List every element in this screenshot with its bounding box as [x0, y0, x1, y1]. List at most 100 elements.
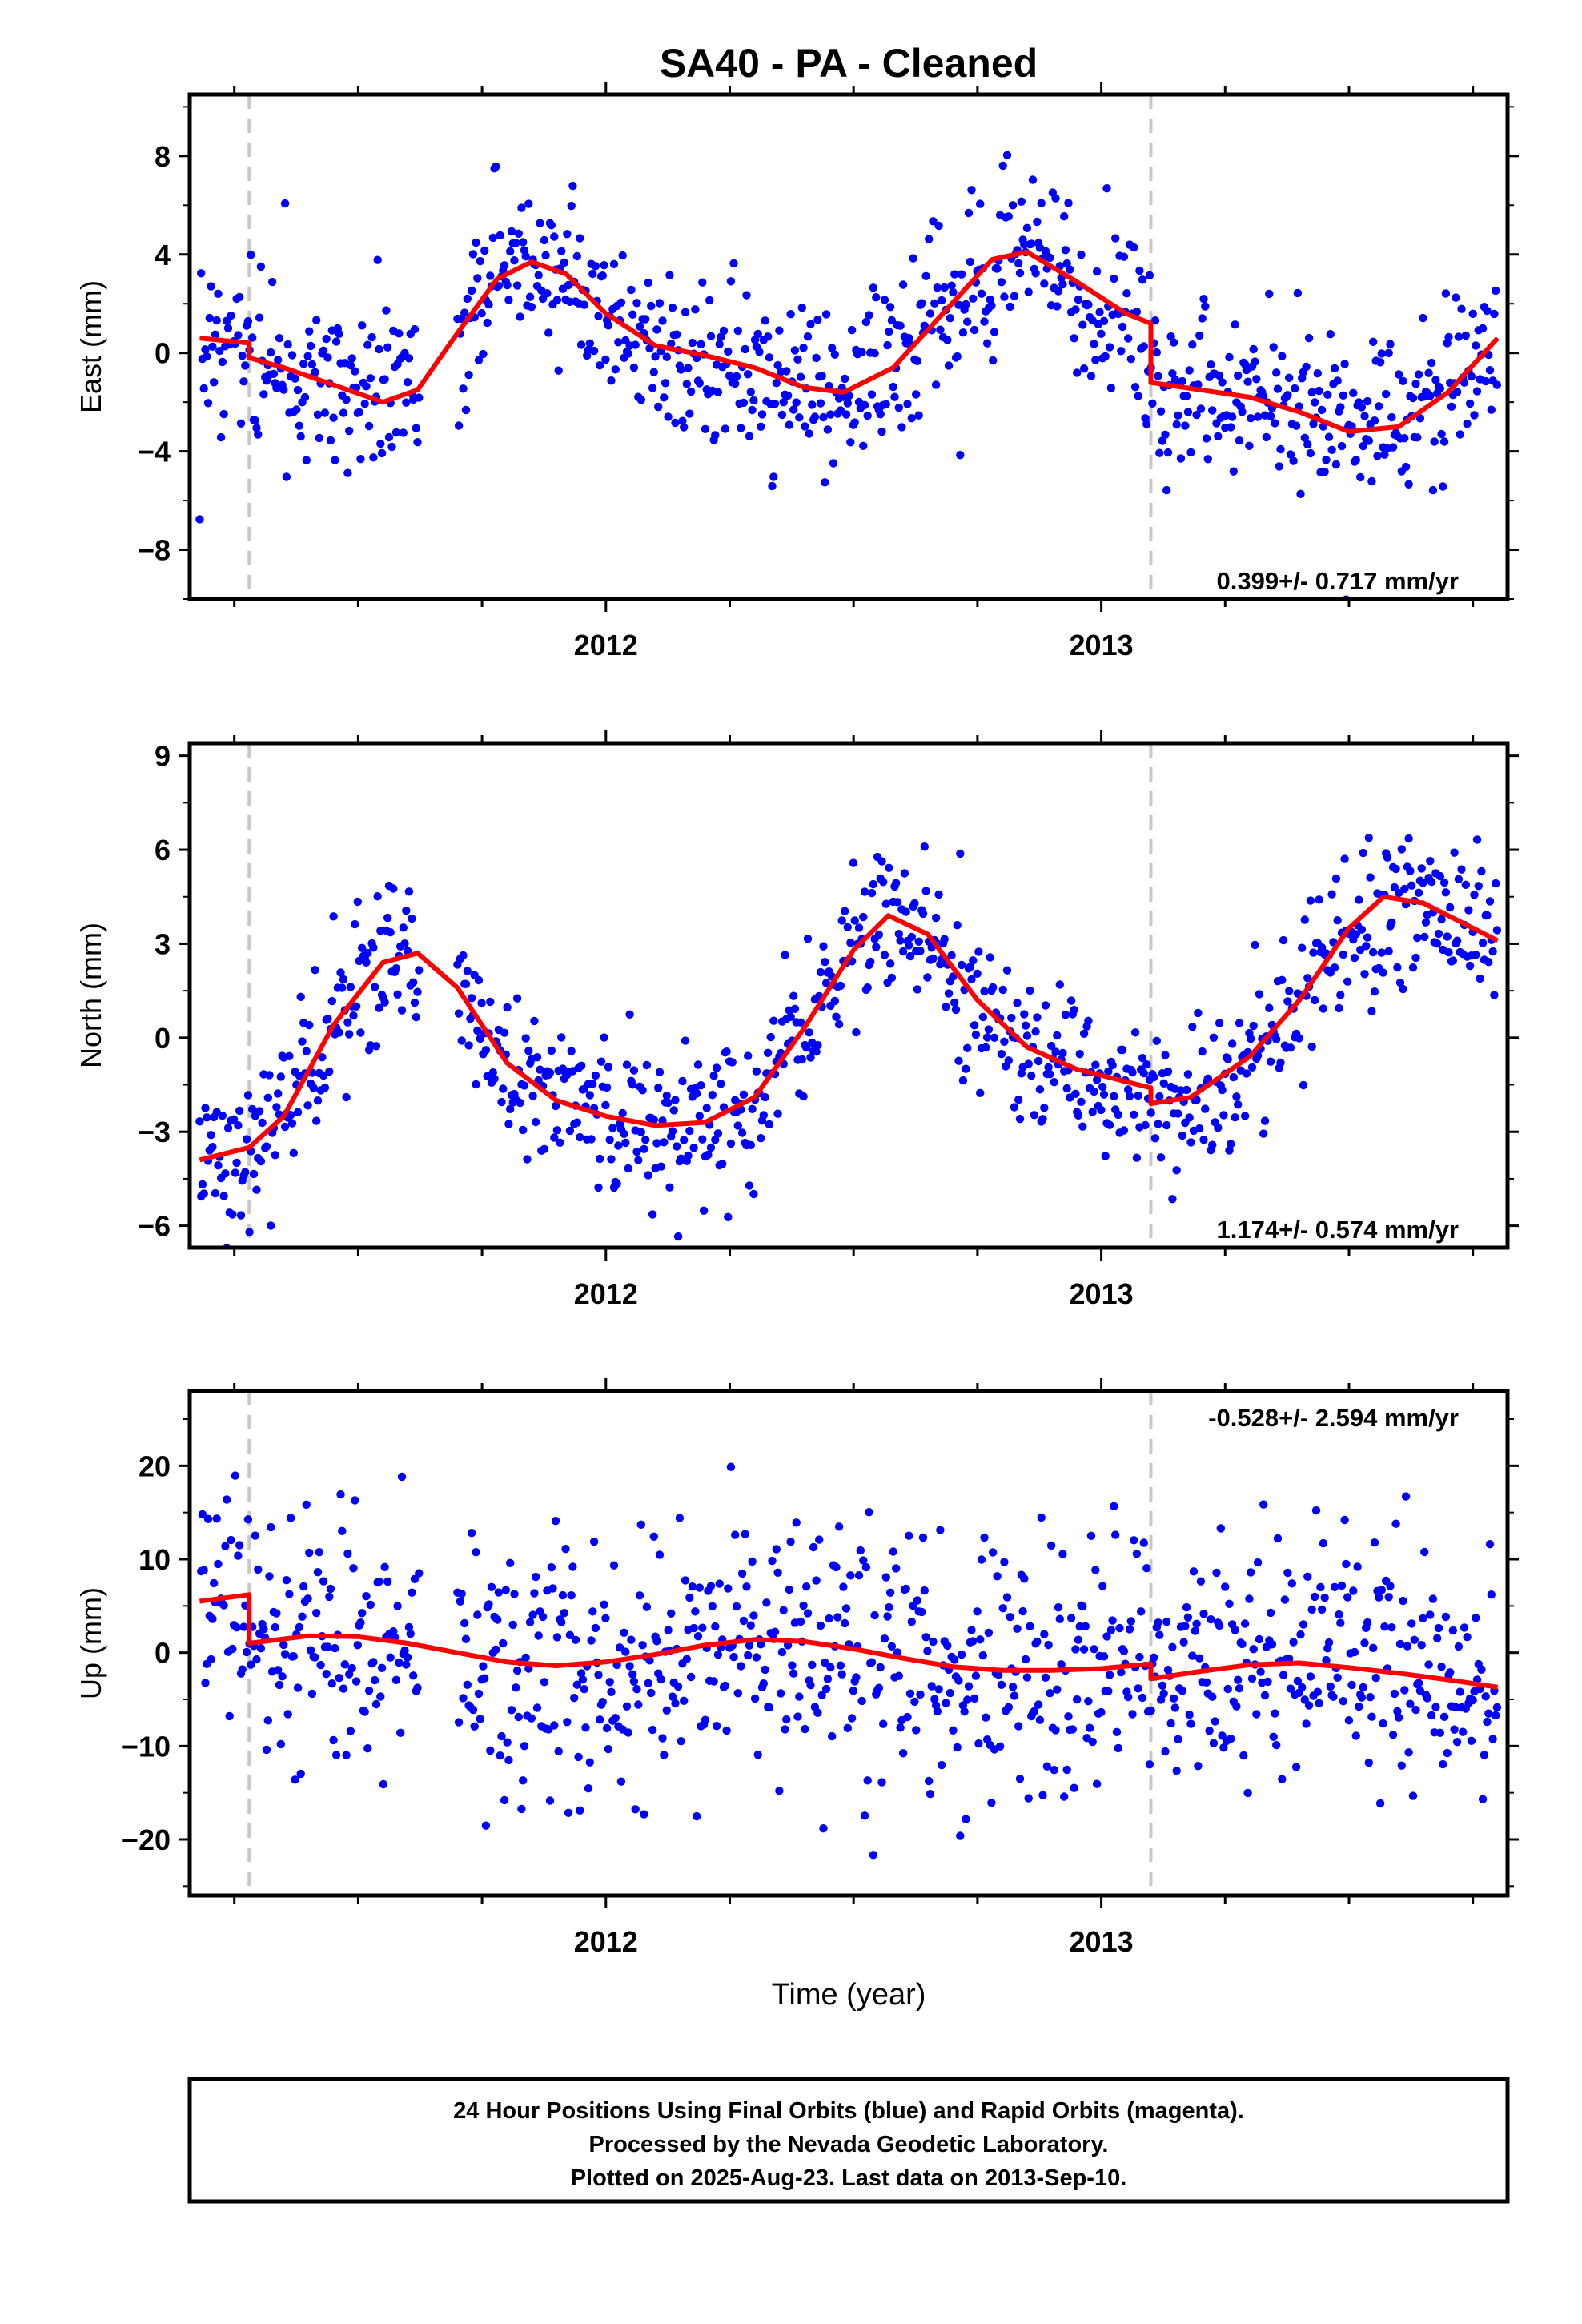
data-point: [1235, 1684, 1244, 1693]
data-point: [306, 1646, 315, 1655]
data-point: [375, 1577, 383, 1586]
data-point: [830, 996, 840, 1006]
data-point: [1285, 373, 1294, 382]
data-point: [655, 1068, 665, 1076]
data-point: [1223, 1684, 1232, 1694]
data-point: [697, 1081, 705, 1090]
data-point: [1124, 1692, 1133, 1702]
data-point: [1357, 1693, 1367, 1702]
data-point: [638, 1086, 647, 1095]
data-point: [1439, 1759, 1447, 1769]
data-point: [1202, 434, 1211, 443]
data-point: [819, 1824, 828, 1833]
data-point: [894, 930, 904, 939]
data-point: [1124, 1085, 1133, 1094]
data-point: [1126, 1617, 1136, 1626]
data-point: [486, 271, 495, 280]
data-point: [415, 1569, 424, 1578]
data-point: [1395, 1639, 1405, 1649]
data-point: [1138, 1054, 1147, 1063]
data-point: [1333, 1673, 1342, 1682]
data-point: [986, 953, 994, 962]
data-point: [821, 979, 831, 987]
data-point: [757, 410, 767, 419]
data-point: [1078, 320, 1087, 329]
data-point: [1487, 405, 1496, 414]
data-point: [834, 1522, 844, 1531]
data-point: [483, 318, 492, 328]
y-tick-label: 8: [155, 140, 171, 173]
data-point: [866, 957, 875, 967]
data-point: [1035, 1085, 1045, 1094]
data-point: [805, 429, 813, 438]
data-point: [1437, 429, 1446, 439]
data-point: [898, 280, 908, 289]
data-point: [1234, 1675, 1243, 1684]
data-point: [1044, 1063, 1053, 1072]
data-point: [664, 1626, 673, 1634]
data-point: [1407, 881, 1416, 890]
x-tick-label: 2013: [1070, 1925, 1134, 1958]
data-point: [1253, 1558, 1263, 1567]
data-point: [1135, 266, 1144, 275]
data-point: [600, 1600, 608, 1609]
data-point: [1377, 1586, 1387, 1594]
data-point: [1106, 1626, 1116, 1634]
data-point: [231, 1168, 239, 1177]
data-point: [1182, 392, 1191, 400]
data-point: [1181, 1622, 1190, 1630]
data-point: [628, 310, 637, 319]
data-point: [1330, 1582, 1339, 1592]
data-point: [369, 943, 378, 952]
data-point: [219, 409, 228, 419]
data-point: [242, 1135, 251, 1144]
data-point: [724, 1212, 733, 1222]
data-point: [863, 1776, 872, 1785]
data-point: [998, 161, 1007, 171]
data-point: [1027, 1072, 1036, 1080]
data-point: [966, 257, 975, 267]
data-point: [477, 308, 486, 318]
data-point: [1126, 355, 1136, 364]
data-point: [779, 398, 788, 407]
data-point: [1427, 358, 1436, 368]
data-point: [713, 1129, 723, 1138]
data-point: [1367, 476, 1376, 486]
data-point: [1463, 1633, 1472, 1642]
data-point: [336, 968, 345, 977]
data-point: [1359, 1683, 1367, 1692]
data-point: [913, 356, 922, 365]
data-point: [271, 1151, 279, 1160]
data-point: [1061, 1011, 1070, 1019]
data-point: [1388, 1731, 1398, 1739]
data-point: [905, 1531, 913, 1540]
data-point: [998, 1604, 1007, 1613]
data-point: [685, 1126, 694, 1136]
data-point: [376, 1692, 385, 1701]
data-point: [530, 1589, 539, 1598]
data-point: [527, 1714, 536, 1723]
data-point: [567, 1047, 576, 1055]
data-point: [561, 1545, 570, 1554]
data-point: [1333, 916, 1342, 925]
data-point: [1145, 1760, 1154, 1769]
data-point: [325, 1592, 334, 1602]
data-point: [1178, 1687, 1187, 1695]
data-point: [528, 1092, 537, 1100]
data-point: [1000, 1037, 1009, 1047]
data-point: [524, 199, 533, 208]
data-point: [649, 1116, 658, 1124]
data-point: [1428, 485, 1438, 495]
data-point: [219, 1192, 228, 1200]
data-point: [1181, 421, 1190, 430]
data-point: [1406, 866, 1415, 875]
data-point: [701, 1715, 710, 1724]
data-point: [1265, 289, 1274, 299]
data-point: [210, 1578, 219, 1588]
data-point: [1383, 853, 1392, 862]
data-point: [540, 1678, 549, 1687]
data-point: [1330, 963, 1339, 972]
data-point: [283, 340, 292, 349]
data-point: [285, 1051, 294, 1061]
data-point: [1074, 295, 1083, 304]
